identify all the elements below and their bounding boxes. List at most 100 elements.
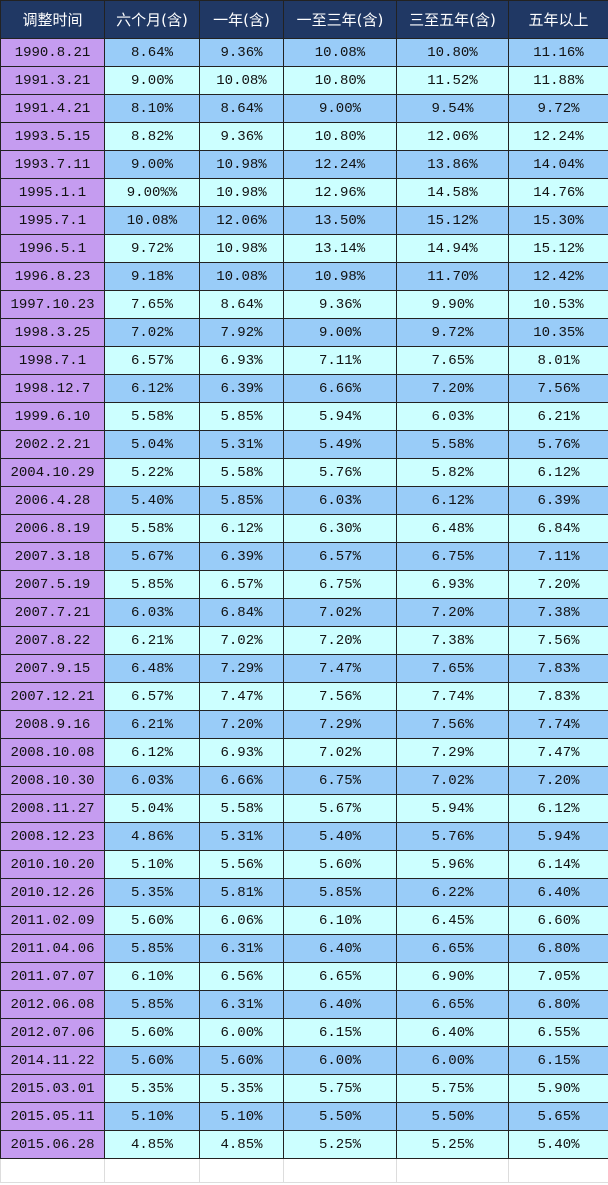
table-row: 2012.07.06 5.60% 6.00% 6.15% 6.40% 6.55% (0, 1018, 608, 1047)
rate-cell: 14.58% (396, 178, 509, 207)
table-row: 1993.7.11 9.00% 10.98% 12.24% 13.86% 14.04% (0, 150, 608, 179)
rate-cell: 6.12% (508, 458, 608, 487)
rate-cell: 15.12% (508, 234, 608, 263)
table-row: 2008.11.27 5.04% 5.58% 5.67% 5.94% 6.12% (0, 794, 608, 823)
rate-cell: 5.50% (396, 1102, 509, 1131)
rate-cell: 6.03% (104, 598, 200, 627)
date-cell: 1993.7.11 (0, 150, 105, 179)
rate-cell: 14.04% (508, 150, 608, 179)
rate-cell: 5.60% (104, 1046, 200, 1075)
rate-cell: 6.00% (283, 1046, 397, 1075)
rate-cell: 6.57% (199, 570, 284, 599)
empty-cell (508, 1158, 608, 1183)
header-row: 调整时间 六个月(含) 一年(含) 一至三年(含) 三至五年(含) 五年以上 (0, 0, 608, 39)
rate-cell: 4.85% (199, 1130, 284, 1159)
rate-cell: 6.22% (396, 878, 509, 907)
rate-cell: 11.70% (396, 262, 509, 291)
rate-cell: 5.40% (104, 486, 200, 515)
rate-cell: 6.84% (508, 514, 608, 543)
table-row: 1998.3.25 7.02% 7.92% 9.00% 9.72% 10.35% (0, 318, 608, 347)
rate-cell: 8.64% (199, 94, 284, 123)
table-row: 2008.10.30 6.03% 6.66% 6.75% 7.02% 7.20% (0, 766, 608, 795)
rate-cell: 9.90% (396, 290, 509, 319)
date-cell: 1996.5.1 (0, 234, 105, 263)
rate-cell: 7.74% (396, 682, 509, 711)
rate-cell: 5.35% (104, 878, 200, 907)
rate-cell: 10.98% (199, 178, 284, 207)
rate-cell: 5.76% (396, 822, 509, 851)
table-row: 2007.8.22 6.21% 7.02% 7.20% 7.38% 7.56% (0, 626, 608, 655)
date-cell: 2011.02.09 (0, 906, 105, 935)
rate-cell: 5.58% (199, 794, 284, 823)
rate-cell: 7.20% (199, 710, 284, 739)
rate-cell: 8.10% (104, 94, 200, 123)
rate-cell: 9.00%% (104, 178, 200, 207)
rate-cell: 5.67% (104, 542, 200, 571)
rate-cell: 9.72% (508, 94, 608, 123)
table-row: 1996.5.1 9.72% 10.98% 13.14% 14.94% 15.12% (0, 234, 608, 263)
rate-cell: 5.58% (104, 402, 200, 431)
table-row: 2004.10.29 5.22% 5.58% 5.76% 5.82% 6.12% (0, 458, 608, 487)
rate-cell: 13.14% (283, 234, 397, 263)
rate-cell: 9.36% (283, 290, 397, 319)
rate-cell: 5.90% (508, 1074, 608, 1103)
date-cell: 2015.05.11 (0, 1102, 105, 1131)
date-cell: 1997.10.23 (0, 290, 105, 319)
rate-cell: 6.55% (508, 1018, 608, 1047)
rate-cell: 6.12% (396, 486, 509, 515)
rate-cell: 5.60% (199, 1046, 284, 1075)
rate-cell: 9.72% (396, 318, 509, 347)
rate-cell: 6.66% (199, 766, 284, 795)
rate-cell: 6.12% (104, 374, 200, 403)
date-cell: 2007.9.15 (0, 654, 105, 683)
date-cell: 2012.06.08 (0, 990, 105, 1019)
rate-cell: 7.20% (396, 598, 509, 627)
date-cell: 2012.07.06 (0, 1018, 105, 1047)
rate-cell: 6.75% (283, 766, 397, 795)
rate-cell: 6.39% (199, 374, 284, 403)
date-cell: 2002.2.21 (0, 430, 105, 459)
rate-cell: 6.65% (283, 962, 397, 991)
date-cell: 2011.07.07 (0, 962, 105, 991)
rate-cell: 6.31% (199, 990, 284, 1019)
rate-cell: 6.57% (104, 682, 200, 711)
rate-cell: 6.48% (104, 654, 200, 683)
header-cell: 六个月(含) (104, 0, 200, 39)
rate-cell: 6.57% (283, 542, 397, 571)
table-row: 2014.11.22 5.60% 5.60% 6.00% 6.00% 6.15% (0, 1046, 608, 1075)
date-cell: 1990.8.21 (0, 38, 105, 67)
rate-cell: 13.86% (396, 150, 509, 179)
rate-cell: 11.52% (396, 66, 509, 95)
rate-cell: 6.15% (508, 1046, 608, 1075)
rate-cell: 5.10% (104, 1102, 200, 1131)
rate-cell: 10.98% (199, 150, 284, 179)
empty-cell (283, 1158, 397, 1183)
rate-cell: 5.76% (508, 430, 608, 459)
rate-cell: 5.75% (283, 1074, 397, 1103)
rate-cell: 10.35% (508, 318, 608, 347)
rate-cell: 12.24% (508, 122, 608, 151)
date-cell: 2008.10.08 (0, 738, 105, 767)
rate-cell: 10.98% (199, 234, 284, 263)
date-cell: 2008.11.27 (0, 794, 105, 823)
rate-cell: 7.20% (283, 626, 397, 655)
table-row: 2015.05.11 5.10% 5.10% 5.50% 5.50% 5.65% (0, 1102, 608, 1131)
table-row: 2006.8.19 5.58% 6.12% 6.30% 6.48% 6.84% (0, 514, 608, 543)
rate-cell: 6.00% (396, 1046, 509, 1075)
rate-cell: 8.64% (199, 290, 284, 319)
date-cell: 1996.8.23 (0, 262, 105, 291)
rate-cell: 7.02% (199, 626, 284, 655)
rate-cell: 7.02% (283, 738, 397, 767)
rate-cell: 9.18% (104, 262, 200, 291)
rate-cell: 7.20% (508, 570, 608, 599)
date-cell: 2011.04.06 (0, 934, 105, 963)
rate-cell: 5.81% (199, 878, 284, 907)
rate-cell: 15.12% (396, 206, 509, 235)
table-row: 2010.10.20 5.10% 5.56% 5.60% 5.96% 6.14% (0, 850, 608, 879)
rate-cell: 6.14% (508, 850, 608, 879)
rate-cell: 5.25% (396, 1130, 509, 1159)
table-row: 2006.4.28 5.40% 5.85% 6.03% 6.12% 6.39% (0, 486, 608, 515)
table-row: 1998.12.7 6.12% 6.39% 6.66% 7.20% 7.56% (0, 374, 608, 403)
rate-cell: 6.84% (199, 598, 284, 627)
